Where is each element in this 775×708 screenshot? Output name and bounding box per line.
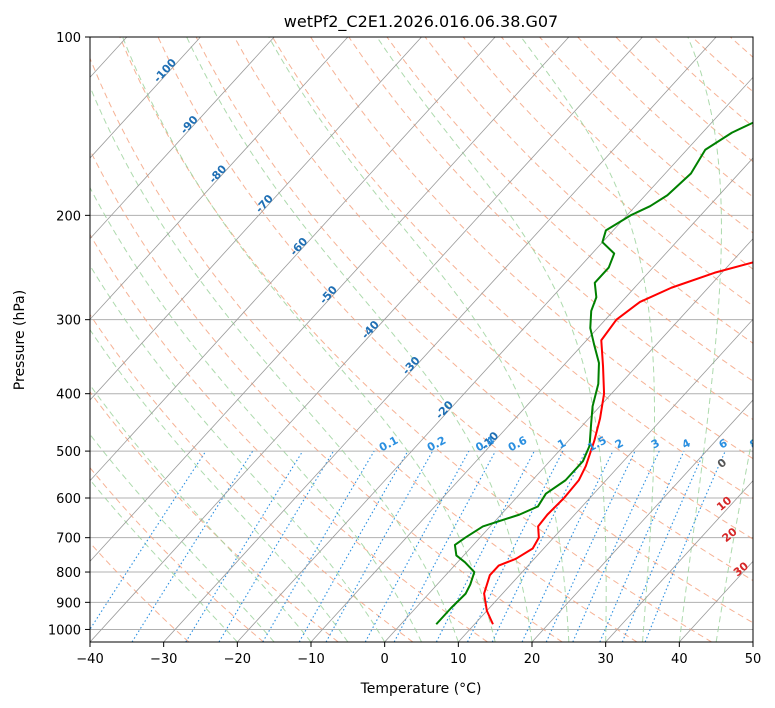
- isotherm-line: [310, 157, 753, 642]
- plot-area: -100-90-80-70-60-50-40-30-20-100.1 0.2 0.4…: [90, 37, 775, 642]
- mixing-ratio-line: [364, 450, 470, 642]
- mixing-ratio-lines: [90, 450, 726, 642]
- moist-adiabat-line: [678, 37, 722, 642]
- plot-background: [90, 37, 753, 642]
- y-tick-label: 600: [56, 492, 81, 507]
- isotherm-line: [90, 37, 422, 401]
- moist-adiabat-line: [715, 431, 753, 642]
- isotherm-line: [752, 641, 753, 642]
- x-tick-label: 40: [671, 652, 688, 667]
- y-tick-label: 200: [56, 209, 81, 224]
- moist-adiabat-line: [90, 85, 459, 642]
- x-tick-label: 10: [450, 652, 467, 667]
- dry-adiabat-line: [157, 37, 753, 624]
- dry-adiabat-line: [310, 37, 753, 460]
- dry-adiabat-line: [90, 542, 190, 642]
- isotherm-line: [237, 76, 753, 642]
- x-tick-label: 30: [597, 652, 614, 667]
- moist-adiabat-line: [376, 37, 607, 642]
- dry-adiabat-line: [90, 233, 488, 642]
- x-tick-label: −30: [150, 652, 177, 667]
- mixing-ratio-line: [599, 450, 685, 642]
- isotherm-line: [531, 399, 753, 642]
- isotherm-line: [90, 37, 349, 320]
- dry-adiabat-line: [272, 37, 753, 500]
- dry-adiabat-line: [90, 149, 563, 642]
- isotherm-line: [90, 37, 275, 240]
- moist-adiabat-label: 40: [751, 587, 771, 607]
- y-axis-label: Pressure (hPa): [12, 290, 28, 390]
- mixing-ratio-line: [393, 450, 496, 642]
- isotherm-line: [384, 238, 753, 642]
- mixing-ratio-label: 10: [766, 435, 775, 454]
- dewpoint-profile-line: [435, 121, 753, 625]
- plot-frame: [89, 36, 754, 643]
- x-tick-label: −20: [224, 652, 251, 667]
- dry-adiabat-line: [386, 37, 753, 382]
- y-tick-label: 400: [56, 388, 81, 403]
- isotherm-line: [458, 318, 753, 642]
- isotherm-line: [90, 37, 496, 482]
- dry-adiabat-line: [195, 37, 753, 582]
- moist-adiabat-line: [90, 186, 422, 642]
- y-tick-label: 700: [56, 532, 81, 547]
- moist-adiabat-line: [90, 264, 386, 642]
- isotherm-line: [90, 37, 643, 642]
- dry-adiabat-line: [90, 466, 264, 642]
- y-tick-label: 500: [56, 445, 81, 460]
- dry-adiabat-line: [119, 37, 712, 642]
- isotherm-grid: [90, 37, 753, 642]
- y-tick-label: 800: [56, 566, 81, 581]
- y-tick-label: 300: [56, 314, 81, 329]
- mixing-ratio-line: [325, 450, 434, 642]
- mixing-ratio-line: [491, 450, 587, 642]
- x-tick-label: −40: [76, 652, 103, 667]
- x-tick-label: 0: [381, 652, 389, 667]
- mixing-ratio-line: [185, 450, 304, 642]
- mixing-ratio-line: [131, 450, 254, 642]
- moist-adiabat-line: [268, 37, 570, 642]
- isotherm-line: [90, 37, 570, 562]
- mixing-ratio-line: [467, 450, 564, 642]
- x-axis-label: Temperature (°C): [360, 681, 482, 697]
- moist-adiabat-line: [90, 328, 349, 642]
- y-tick-label: 1000: [48, 623, 81, 638]
- isotherm-line: [163, 37, 717, 642]
- isotherm-line: [605, 480, 753, 642]
- mixing-ratio-label: 8: [748, 436, 761, 451]
- x-tick-label: 50: [745, 652, 762, 667]
- mixing-ratio-line: [90, 450, 207, 631]
- temperature-profile-line: [483, 261, 753, 625]
- moist-adiabat-line: [122, 37, 496, 642]
- x-tick-label: 20: [524, 652, 541, 667]
- y-tick-label: 900: [56, 596, 81, 611]
- moist-adiabats: [90, 37, 753, 642]
- moist-adiabat-line: [520, 37, 655, 642]
- axis-ticks: −40 −30 −20 −10 0 10 20 30 40 50 1000 900 800 700 600 5…: [48, 31, 761, 667]
- isobar-grid: [90, 37, 753, 630]
- chart-title: wetPf2_C2E1.2026.016.06.38.G07: [284, 12, 558, 32]
- mixing-ratio-line: [621, 450, 705, 642]
- dry-adiabat-line: [90, 57, 638, 642]
- mixing-ratio-line: [572, 450, 660, 642]
- dry-adiabats: [90, 37, 753, 642]
- profile-series: [435, 121, 753, 625]
- x-tick-label: −10: [297, 652, 324, 667]
- dry-adiabat-line: [348, 37, 753, 421]
- y-tick-label: 100: [56, 31, 81, 46]
- isotherm-line: [90, 37, 201, 159]
- moist-adiabat-line: [186, 37, 533, 642]
